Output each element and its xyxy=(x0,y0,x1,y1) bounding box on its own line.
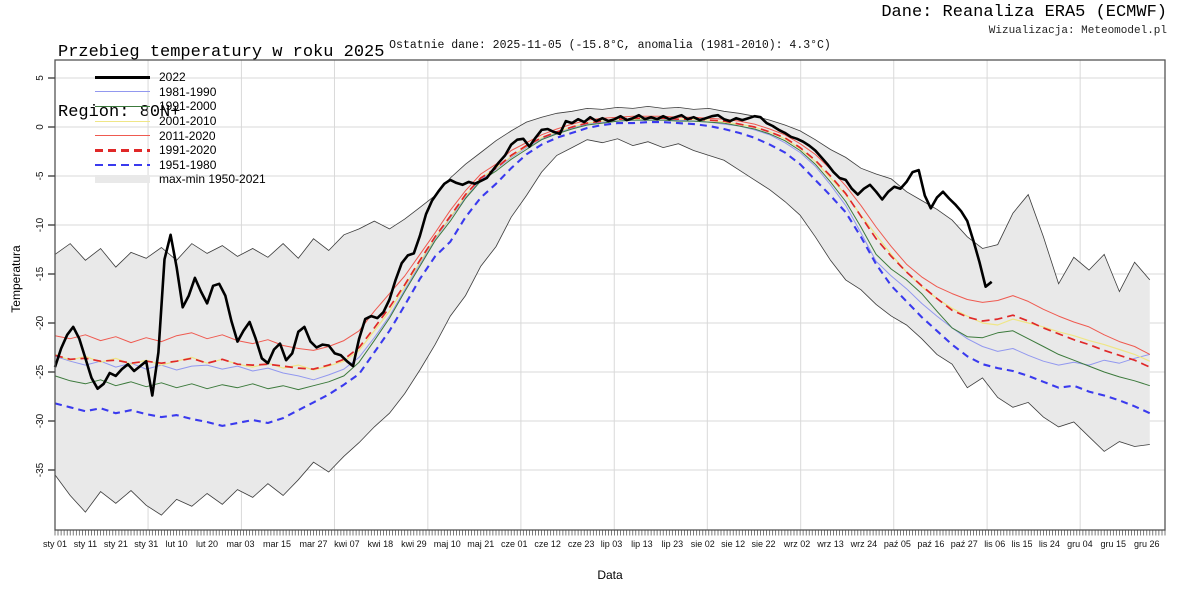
chart-title: Przebieg temperatury w roku 2025 xyxy=(58,43,385,62)
x-tick-label: gru 15 xyxy=(1101,539,1127,549)
legend-item-1951-1980: 1951-1980 xyxy=(95,158,266,173)
legend-label: 1951-1980 xyxy=(159,157,217,172)
x-tick-label: lip 23 xyxy=(662,539,684,549)
x-tick-label: mar 27 xyxy=(299,539,327,549)
x-tick-label: lut 20 xyxy=(196,539,218,549)
x-tick-label: gru 04 xyxy=(1067,539,1093,549)
x-tick-label: cze 01 xyxy=(501,539,528,549)
legend-label: 1981-1990 xyxy=(159,84,217,99)
legend-swatch-line xyxy=(95,135,150,137)
chart-region: Region: 80N+ xyxy=(58,103,181,122)
legend-item-1991-2020: 1991-2020 xyxy=(95,143,266,158)
x-tick-label: gru 26 xyxy=(1134,539,1160,549)
y-tick-label: 5 xyxy=(35,75,46,81)
band-max-edge xyxy=(54,105,1151,293)
x-tick-label: mar 15 xyxy=(263,539,291,549)
x-tick-label: paź 27 xyxy=(951,539,978,549)
x-tick-label: sty 21 xyxy=(104,539,128,549)
legend-item-1991-2000: 1991-2000 xyxy=(95,99,266,114)
legend-swatch-band xyxy=(95,175,150,184)
x-tick-label: lip 03 xyxy=(601,539,623,549)
x-minor-ticks xyxy=(54,530,1166,536)
x-axis: sty 01 sty 11 sty 21 sty 31 lut 10 lut 20 mar … xyxy=(43,539,1160,549)
x-tick-label: lip 13 xyxy=(631,539,653,549)
band-max-min xyxy=(55,106,1150,516)
x-tick-label: sie 12 xyxy=(721,539,745,549)
x-tick-label: maj 10 xyxy=(434,539,461,549)
legend-label: 2001-2010 xyxy=(159,114,217,129)
last-data-subtitle: Ostatnie dane: 2025-11-05 (-15.8°C, anom… xyxy=(389,39,831,52)
legend-item-2001-2010: 2001-2010 xyxy=(95,114,266,129)
legend-label: 2022 xyxy=(159,70,186,85)
y-tick-label: -30 xyxy=(35,413,46,428)
series-2022 xyxy=(53,113,993,397)
legend: 2022 1981-1990 1991-2000 2001-2010 2011-2020… xyxy=(95,70,266,187)
legend-label: 2011-2020 xyxy=(159,128,216,143)
legend-item-1981-1990: 1981-1990 xyxy=(95,85,266,100)
series-1991-2020 xyxy=(54,117,1151,370)
y-tick-label: -20 xyxy=(35,315,46,330)
x-tick-label: cze 23 xyxy=(568,539,595,549)
band-min-edge xyxy=(54,138,1150,516)
x-tick-label: sty 01 xyxy=(43,539,67,549)
legend-swatch-dash xyxy=(95,148,150,152)
legend-swatch-line xyxy=(95,120,150,122)
legend-swatch-dash xyxy=(95,163,150,167)
legend-item-max-min-1950-2021: max-min 1950-2021 xyxy=(95,172,266,187)
legend-label: 1991-2020 xyxy=(159,143,217,158)
x-tick-label: cze 12 xyxy=(534,539,561,549)
x-tick-label: kwi 18 xyxy=(368,539,394,549)
x-tick-label: paź 05 xyxy=(884,539,911,549)
x-tick-label: wrz 24 xyxy=(850,539,878,549)
y-tick-label: -5 xyxy=(35,171,46,180)
legend-item-2022: 2022 xyxy=(95,70,266,85)
chart-header: Przebieg temperatury w roku 2025 Region:… xyxy=(58,3,384,163)
y-tick-label: -15 xyxy=(35,266,46,281)
legend-swatch-line xyxy=(95,91,150,93)
x-axis-title: Data xyxy=(597,568,623,582)
series-1991-2000 xyxy=(54,119,1150,391)
y-tick-label: -10 xyxy=(35,217,46,232)
x-tick-label: lis 15 xyxy=(1012,539,1033,549)
y-axis: 5 0 -5 -10 -15 -20 -25 -30 -35 xyxy=(35,75,55,477)
x-tick-label: kwi 07 xyxy=(334,539,360,549)
series-1951-1980 xyxy=(54,121,1151,427)
y-tick-label: -35 xyxy=(35,462,46,477)
x-tick-label: lis 06 xyxy=(984,539,1005,549)
x-tick-label: lut 10 xyxy=(166,539,188,549)
visualization-credit: Wizualizacja: Meteomodel.pl xyxy=(988,25,1167,37)
y-axis-title: Temperatura xyxy=(9,245,23,313)
data-source: Dane: Reanaliza ERA5 (ECMWF) xyxy=(881,3,1167,22)
x-tick-label: sie 02 xyxy=(691,539,715,549)
y-tick-label: -25 xyxy=(35,364,46,379)
x-tick-label: paź 16 xyxy=(917,539,944,549)
x-tick-label: sty 11 xyxy=(74,539,97,549)
series-1981-1990 xyxy=(54,119,1150,381)
x-tick-label: wrz 02 xyxy=(783,539,811,549)
x-tick-label: wrz 13 xyxy=(816,539,844,549)
source-header: Dane: Reanaliza ERA5 (ECMWF) Wizualizacj… xyxy=(881,3,1167,37)
legend-swatch-line xyxy=(95,105,150,107)
y-tick-label: 0 xyxy=(35,124,46,130)
legend-item-2011-2020: 2011-2020 xyxy=(95,128,266,143)
legend-swatch-thick xyxy=(95,75,150,79)
legend-label: 1991-2000 xyxy=(159,99,217,114)
legend-label: max-min 1950-2021 xyxy=(159,172,266,187)
x-tick-label: kwi 29 xyxy=(401,539,427,549)
x-tick-label: maj 21 xyxy=(467,539,494,549)
x-tick-label: mar 03 xyxy=(226,539,254,549)
x-tick-label: sty 31 xyxy=(134,539,158,549)
x-tick-label: lis 24 xyxy=(1039,539,1060,549)
x-tick-label: sie 22 xyxy=(752,539,776,549)
plot-frame xyxy=(54,59,1166,531)
